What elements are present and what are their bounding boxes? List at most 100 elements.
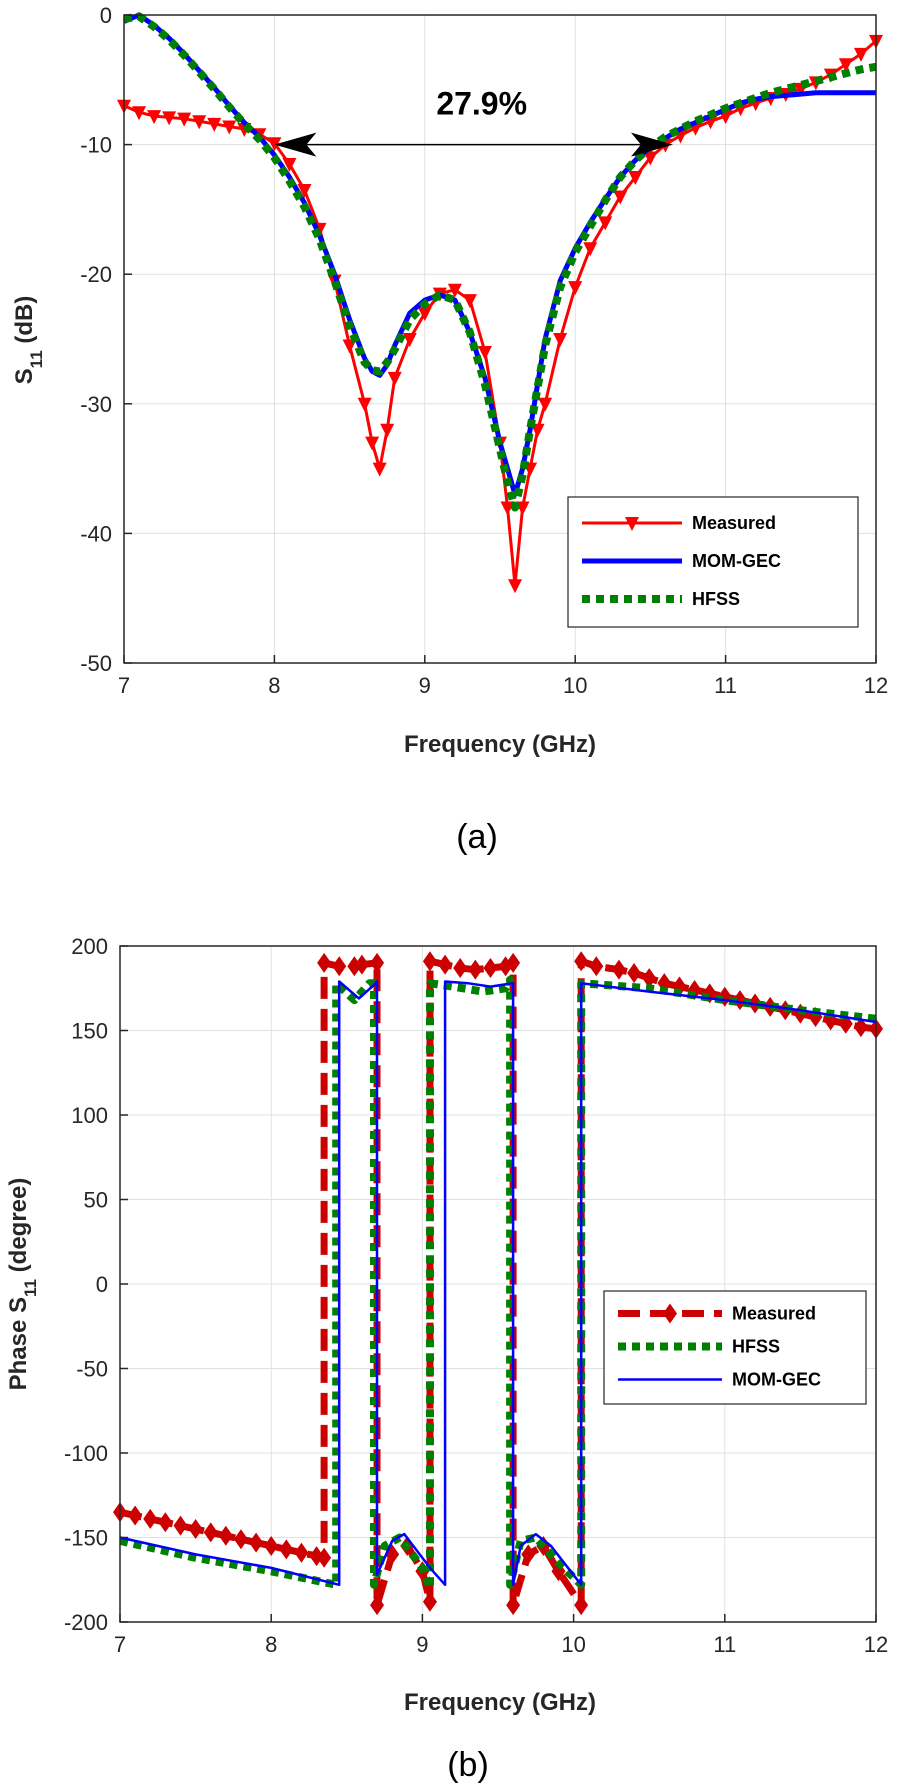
y-tick-label: 0 bbox=[100, 3, 112, 28]
x-tick-label: 12 bbox=[864, 1632, 888, 1657]
data-point-measured bbox=[132, 106, 147, 121]
data-point-measured bbox=[553, 333, 568, 347]
panel-a-ticks: 7 8 9 10 11 12 0 -10 -20 -30 -40 -50 bbox=[80, 3, 888, 698]
data-point-measured bbox=[402, 333, 417, 347]
x-tick-label: 9 bbox=[419, 673, 431, 698]
x-tick-label: 7 bbox=[114, 1632, 126, 1657]
data-point-measured bbox=[477, 345, 492, 360]
y-tick-label: 0 bbox=[96, 1272, 108, 1297]
data-point-measured bbox=[589, 956, 604, 977]
x-tick-label: 8 bbox=[268, 673, 280, 698]
legend-marker-measured bbox=[663, 1303, 677, 1324]
panel-b-s11-phase: 7 8 9 10 11 12 200 150 100 50 0 -50 -100 -150 -200 Mea… bbox=[5, 934, 888, 1784]
data-point-measured bbox=[233, 1529, 248, 1550]
data-point-measured bbox=[838, 58, 853, 73]
data-point-measured bbox=[294, 1542, 309, 1563]
panel-a-x-axis-label: Frequency (GHz) bbox=[404, 731, 596, 758]
panel-b-y-axis-label: Phase S11 (degree) bbox=[5, 1178, 40, 1391]
series-line-mom-gec bbox=[119, 980, 877, 1587]
data-point-measured bbox=[574, 1595, 589, 1616]
series-line-hfss bbox=[123, 12, 877, 512]
data-point-measured bbox=[158, 1512, 173, 1533]
data-point-measured bbox=[188, 1519, 203, 1540]
data-point-measured bbox=[249, 1532, 264, 1553]
data-point-measured bbox=[332, 956, 347, 977]
y-tick-label: 50 bbox=[84, 1188, 108, 1213]
data-point-measured bbox=[282, 158, 297, 173]
annotation-arrowhead-left bbox=[274, 132, 317, 157]
panel-b-caption: (b) bbox=[447, 1746, 489, 1784]
data-point-measured bbox=[598, 216, 613, 231]
legend-label-mom-gec: MOM-GEC bbox=[732, 1370, 821, 1390]
annotation-bandwidth-label: 27.9% bbox=[436, 86, 527, 122]
data-point-measured bbox=[192, 115, 207, 130]
data-point-measured bbox=[203, 1522, 218, 1543]
data-point-measured bbox=[583, 242, 598, 257]
panel-b-series bbox=[113, 951, 883, 1616]
data-point-measured bbox=[521, 1544, 536, 1565]
data-point-measured bbox=[500, 501, 515, 516]
data-point-measured bbox=[422, 951, 437, 972]
data-point-measured bbox=[611, 959, 626, 980]
data-point-measured bbox=[357, 397, 372, 412]
panel-b-ticks: 7 8 9 10 11 12 200 150 100 50 0 -50 -100 -150 -200 bbox=[64, 934, 888, 1657]
data-point-measured bbox=[853, 1017, 868, 1038]
data-point-measured bbox=[387, 371, 402, 386]
y-tick-label: -200 bbox=[64, 1610, 108, 1635]
legend-label-measured: Measured bbox=[732, 1304, 816, 1324]
x-tick-label: 11 bbox=[714, 673, 737, 698]
y-tick-label: 100 bbox=[71, 1103, 108, 1128]
data-point-measured bbox=[506, 952, 521, 973]
x-tick-label: 8 bbox=[265, 1632, 277, 1657]
y-tick-label: -100 bbox=[64, 1441, 108, 1466]
data-point-measured bbox=[453, 957, 468, 978]
data-point-measured bbox=[128, 1505, 143, 1526]
data-point-measured bbox=[207, 117, 222, 132]
panel-a-annotation: 27.9% bbox=[274, 86, 673, 157]
x-tick-label: 12 bbox=[864, 673, 888, 698]
data-point-measured bbox=[317, 1547, 332, 1568]
legend-label-mom-gec: MOM-GEC bbox=[692, 551, 781, 571]
data-point-measured bbox=[370, 1595, 385, 1616]
data-point-measured bbox=[574, 951, 589, 972]
data-point-measured bbox=[853, 47, 868, 62]
data-point-measured bbox=[468, 959, 483, 980]
data-point-measured bbox=[218, 1525, 233, 1546]
data-point-measured bbox=[417, 307, 432, 322]
data-point-measured bbox=[370, 952, 385, 973]
y-tick-label: -30 bbox=[80, 392, 112, 417]
legend-label-hfss: HFSS bbox=[692, 589, 740, 609]
legend-label-hfss: HFSS bbox=[732, 1337, 780, 1357]
data-point-measured bbox=[506, 1595, 521, 1616]
y-tick-label: -40 bbox=[80, 521, 112, 546]
x-tick-label: 10 bbox=[561, 1632, 585, 1657]
data-point-measured bbox=[628, 171, 643, 185]
y-tick-label: 150 bbox=[71, 1019, 108, 1044]
data-point-measured bbox=[508, 579, 523, 594]
x-tick-label: 10 bbox=[563, 673, 587, 698]
legend-label-measured: Measured bbox=[692, 513, 776, 533]
data-point-measured bbox=[365, 436, 380, 451]
data-point-measured bbox=[372, 462, 387, 477]
panel-b-legend: Measured HFSS MOM-GEC bbox=[603, 1290, 867, 1405]
panel-a-y-axis-label: S11 (dB) bbox=[11, 296, 46, 385]
data-point-measured bbox=[147, 110, 162, 125]
panel-b-x-axis-label: Frequency (GHz) bbox=[404, 1689, 596, 1716]
data-point-measured bbox=[422, 1591, 437, 1612]
data-point-measured bbox=[643, 151, 658, 166]
data-point-measured bbox=[613, 190, 628, 205]
panel-a-caption: (a) bbox=[456, 818, 498, 856]
data-point-measured bbox=[462, 294, 477, 309]
y-tick-label: 200 bbox=[71, 934, 108, 959]
data-point-measured bbox=[627, 963, 642, 984]
y-tick-label: -50 bbox=[80, 651, 112, 676]
data-point-measured bbox=[438, 954, 453, 975]
panel-a-series bbox=[117, 12, 883, 594]
data-point-measured bbox=[297, 183, 312, 198]
data-point-measured bbox=[279, 1539, 294, 1560]
data-point-measured bbox=[222, 120, 237, 135]
data-point-measured bbox=[354, 954, 369, 975]
data-point-measured bbox=[483, 957, 498, 978]
data-point-measured bbox=[568, 281, 583, 296]
